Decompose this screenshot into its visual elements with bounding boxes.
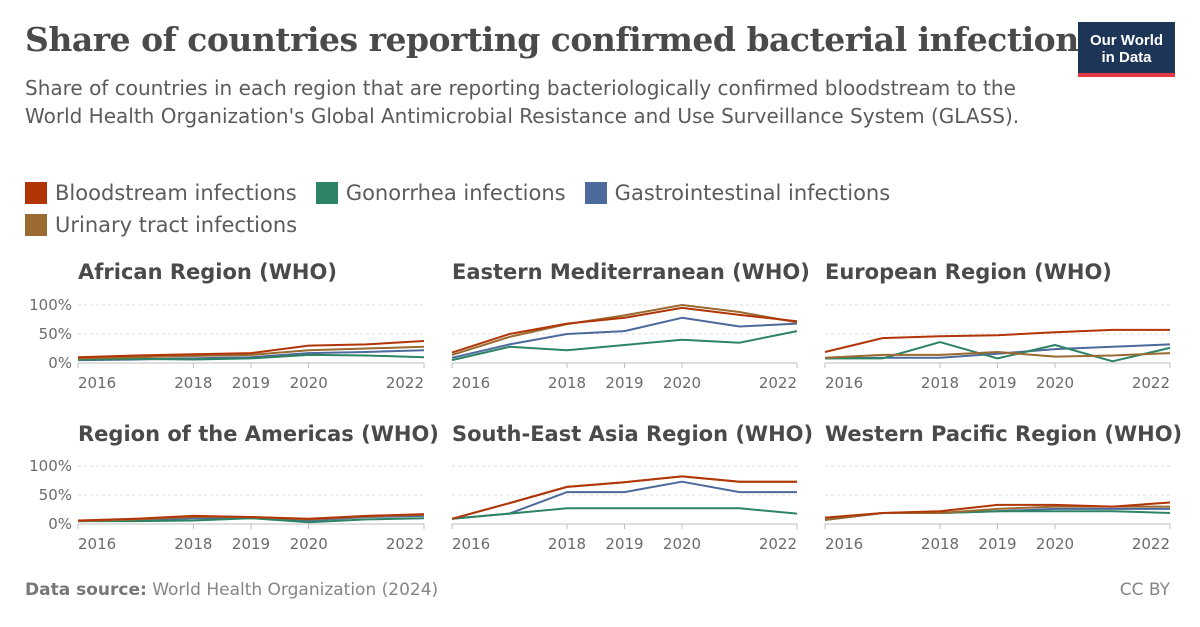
legend-label-gastrointestinal: Gastrointestinal infections bbox=[614, 181, 891, 205]
panel-title-eastern-mediterranean: Eastern Mediterranean (WHO) bbox=[452, 260, 810, 284]
chart-subtitle: Share of countries in each region that a… bbox=[25, 76, 1020, 128]
x-tick-label: 2020 bbox=[663, 374, 701, 392]
x-tick-label: 2018 bbox=[174, 535, 212, 553]
x-tick-label: 2016 bbox=[78, 535, 116, 553]
legend-swatch-gonorrhea bbox=[315, 182, 338, 204]
x-tick-label: 2022 bbox=[1132, 535, 1170, 553]
series-line-urinary bbox=[824, 351, 1171, 359]
data-source: Data source: World Health Organization (… bbox=[25, 580, 438, 600]
x-tick-label: 2022 bbox=[759, 374, 797, 392]
x-tick-label: 2018 bbox=[548, 535, 586, 553]
y-tick-label: 100% bbox=[29, 296, 72, 314]
y-tick-label: 50% bbox=[39, 325, 72, 343]
series-line-bloodstream bbox=[824, 501, 1171, 519]
legend-swatch-urinary bbox=[25, 214, 47, 236]
panel-title-americas: Region of the Americas (WHO) bbox=[78, 422, 439, 446]
series-line-bloodstream bbox=[824, 328, 1170, 353]
series-line-urinary bbox=[77, 345, 425, 360]
x-tick-label: 2019 bbox=[978, 374, 1016, 392]
series-line-gonorrhea bbox=[77, 353, 425, 361]
series-line-bloodstream bbox=[451, 475, 797, 520]
x-tick-label: 2020 bbox=[290, 535, 328, 553]
panel-title-european: European Region (WHO) bbox=[825, 260, 1112, 284]
panel-title-south-east-asia: South-East Asia Region (WHO) bbox=[452, 422, 814, 446]
legend-label-bloodstream: Bloodstream infections bbox=[55, 181, 297, 205]
x-tick-label: 2018 bbox=[921, 374, 959, 392]
x-tick-label: 2016 bbox=[78, 374, 116, 392]
series-line-bloodstream bbox=[77, 340, 425, 359]
legend-item-bloodstream[interactable]: Bloodstream infections bbox=[25, 177, 297, 209]
y-tick-label: 0% bbox=[48, 515, 72, 533]
legend-swatch-bloodstream bbox=[25, 182, 47, 204]
series-line-gonorrhea bbox=[825, 341, 1171, 363]
x-tick-label: 2022 bbox=[386, 535, 424, 553]
x-tick-label: 2020 bbox=[1036, 374, 1074, 392]
panel-0: 0% 50% 100% 2016 2018 2019 2020 2022 bbox=[29, 296, 425, 392]
x-tick-label: 2018 bbox=[174, 374, 212, 392]
x-tick-label: 2016 bbox=[452, 535, 490, 553]
x-tick-label: 2019 bbox=[605, 535, 643, 553]
x-tick-label: 2016 bbox=[452, 374, 490, 392]
legend: Bloodstream infections Gonorrhea infecti… bbox=[25, 177, 1025, 241]
x-tick-label: 2022 bbox=[1132, 374, 1170, 392]
x-tick-label: 2022 bbox=[386, 374, 424, 392]
panel-1: 2016 2018 2019 2020 2022 bbox=[451, 304, 798, 392]
series-line-gastrointestinal bbox=[451, 316, 798, 359]
legend-label-gonorrhea: Gonorrhea infections bbox=[345, 181, 566, 205]
panel-4: 2016 2018 2019 2020 2022 bbox=[451, 465, 798, 553]
panel-title-african: African Region (WHO) bbox=[78, 260, 337, 284]
x-tick-label: 2019 bbox=[605, 374, 643, 392]
owid-logo[interactable]: Our World in Data bbox=[1078, 22, 1175, 77]
logo-line-2: in Data bbox=[1101, 49, 1152, 66]
panel-5: 2016 2018 2019 2020 2022 bbox=[824, 465, 1171, 553]
panel-title-western-pacific: Western Pacific Region (WHO) bbox=[825, 422, 1183, 446]
x-tick-label: 2019 bbox=[232, 535, 270, 553]
x-tick-label: 2020 bbox=[290, 374, 328, 392]
chart-title: Share of countries reporting confirmed b… bbox=[25, 20, 1097, 59]
legend-item-gonorrhea[interactable]: Gonorrhea infections bbox=[315, 177, 566, 209]
panel-2: 2016 2018 2019 2020 2022 bbox=[824, 304, 1171, 392]
series-line-gonorrhea bbox=[451, 330, 798, 362]
x-tick-label: 2019 bbox=[978, 535, 1016, 553]
license-link[interactable]: CC BY bbox=[1119, 580, 1170, 600]
x-tick-label: 2016 bbox=[825, 374, 863, 392]
x-tick-label: 2019 bbox=[232, 374, 270, 392]
x-tick-label: 2018 bbox=[921, 535, 959, 553]
x-tick-label: 2018 bbox=[548, 374, 586, 392]
legend-item-gastrointestinal[interactable]: Gastrointestinal infections bbox=[584, 177, 891, 209]
x-tick-label: 2022 bbox=[759, 535, 797, 553]
series-line-bloodstream bbox=[77, 513, 425, 522]
data-source-link[interactable]: World Health Organization (2024) bbox=[152, 580, 439, 600]
series-line-urinary bbox=[451, 304, 798, 356]
x-tick-label: 2020 bbox=[1036, 535, 1074, 553]
legend-label-urinary: Urinary tract infections bbox=[55, 213, 298, 237]
x-tick-label: 2016 bbox=[825, 535, 863, 553]
panel-3: 0% 50% 100% 2016 2018 2019 2020 2022 bbox=[29, 457, 425, 553]
series-line-gonorrhea bbox=[451, 507, 798, 520]
y-tick-label: 50% bbox=[39, 486, 72, 504]
legend-swatch-gastrointestinal bbox=[584, 182, 607, 204]
logo-accent-bar bbox=[1078, 73, 1175, 77]
logo-line-1: Our World bbox=[1089, 32, 1164, 49]
series-line-gonorrhea bbox=[78, 517, 425, 524]
data-source-label: Data source: bbox=[25, 580, 147, 600]
x-tick-label: 2020 bbox=[663, 535, 701, 553]
y-tick-label: 0% bbox=[48, 354, 72, 372]
legend-item-urinary[interactable]: Urinary tract infections bbox=[25, 209, 297, 241]
series-line-bloodstream bbox=[451, 306, 798, 354]
y-tick-label: 100% bbox=[29, 457, 72, 475]
